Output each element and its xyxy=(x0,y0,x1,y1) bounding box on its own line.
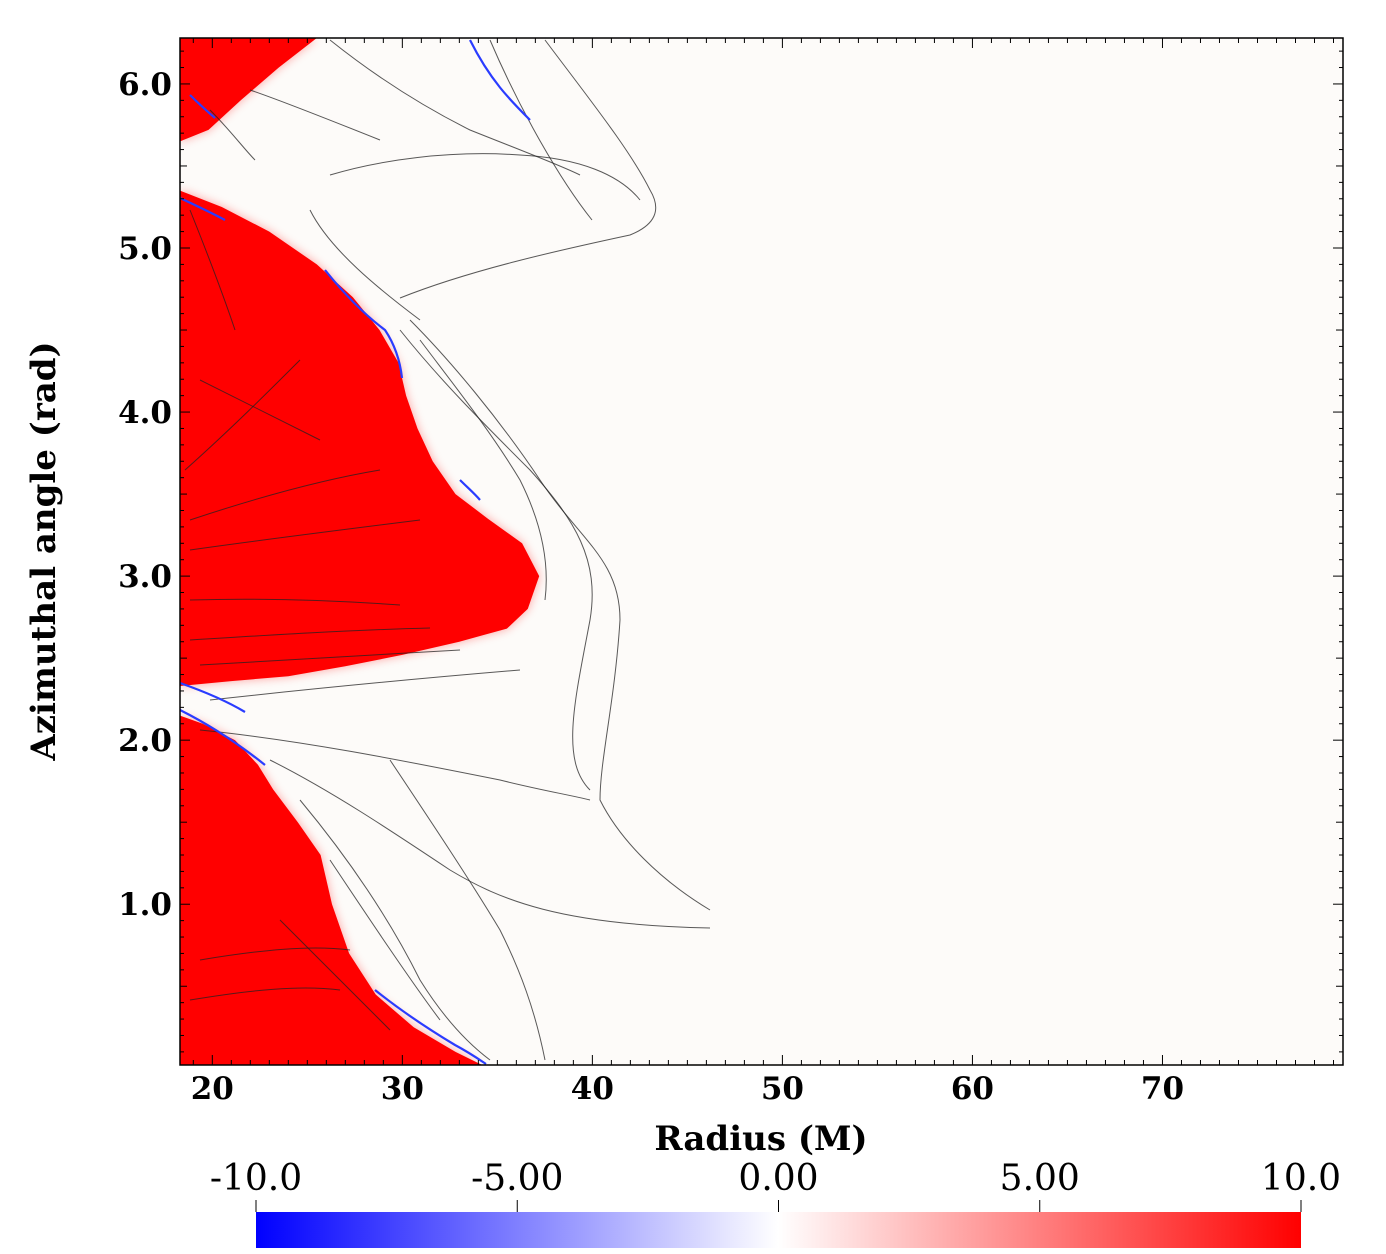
contour-line-15 xyxy=(189,598,401,606)
contour-line-17 xyxy=(199,649,461,666)
heat-region-2 xyxy=(180,38,317,142)
contour-line-1 xyxy=(399,39,657,299)
contour-line-22 xyxy=(329,859,441,1021)
contour-line-19 xyxy=(199,729,591,801)
contour-negative-3 xyxy=(180,681,246,713)
contour-line-10 xyxy=(189,209,236,331)
contour-line-11 xyxy=(184,359,301,471)
contour-line-12 xyxy=(199,379,321,441)
x-tick-label: 60 xyxy=(951,1071,994,1107)
contour-line-24 xyxy=(199,947,351,961)
contour-line-3 xyxy=(249,89,381,141)
contour-line-7 xyxy=(399,329,593,791)
heat-region-1 xyxy=(180,715,483,1065)
contour-negative-5 xyxy=(374,989,487,1065)
y-axis-label: Azimuthal angle (rad) xyxy=(24,341,64,761)
contour-negative-0 xyxy=(180,197,226,221)
contour-line-13 xyxy=(189,469,381,521)
colorbar-tick-label: 0.00 xyxy=(738,1158,818,1199)
contour-negative-2 xyxy=(459,479,481,501)
plot-frame xyxy=(179,37,1344,1066)
contour-line-2 xyxy=(329,39,581,176)
contour-line-26 xyxy=(389,759,546,1061)
y-tick-label: 2.0 xyxy=(118,723,172,759)
contour-line-6 xyxy=(309,209,421,321)
contour-line-16 xyxy=(189,627,431,641)
y-tick-label: 4.0 xyxy=(118,395,172,431)
x-tick-label: 20 xyxy=(191,1071,234,1107)
colorbar-tick-label: -10.0 xyxy=(210,1158,302,1199)
contour-line-8 xyxy=(409,319,711,911)
colorbar-tick-label: -5.00 xyxy=(471,1158,563,1199)
x-tick-label: 70 xyxy=(1141,1071,1184,1107)
contour-line-5 xyxy=(329,153,641,201)
contour-line-18 xyxy=(209,669,521,701)
contour-negative-1 xyxy=(324,269,404,379)
y-tick-label: 1.0 xyxy=(118,887,172,923)
y-tick-label: 3.0 xyxy=(118,559,172,595)
contour-line-23 xyxy=(279,919,391,1031)
x-axis-label: Radius (M) xyxy=(654,1119,867,1159)
contour-line-9 xyxy=(419,339,547,601)
x-tick-label: 50 xyxy=(761,1071,804,1107)
contour-line-21 xyxy=(299,799,491,1061)
heat-region-0 xyxy=(180,190,540,686)
y-tick-label: 5.0 xyxy=(118,231,172,267)
colorbar-tick-label: 10.0 xyxy=(1261,1158,1341,1199)
contour-line-20 xyxy=(269,759,711,929)
x-tick-label: 30 xyxy=(381,1071,424,1107)
y-tick-label: 6.0 xyxy=(118,67,172,103)
contour-line-14 xyxy=(189,519,421,551)
contour-line-25 xyxy=(189,987,341,1001)
contour-negative-4 xyxy=(180,709,266,766)
contour-negative-6 xyxy=(469,39,531,121)
colorbar xyxy=(256,1212,1301,1248)
x-tick-label: 40 xyxy=(571,1071,614,1107)
contour-line-4 xyxy=(209,109,256,161)
colorbar-tick-label: 5.00 xyxy=(1000,1158,1080,1199)
contour-negative-7 xyxy=(189,94,216,119)
contour-line-0 xyxy=(489,39,593,221)
